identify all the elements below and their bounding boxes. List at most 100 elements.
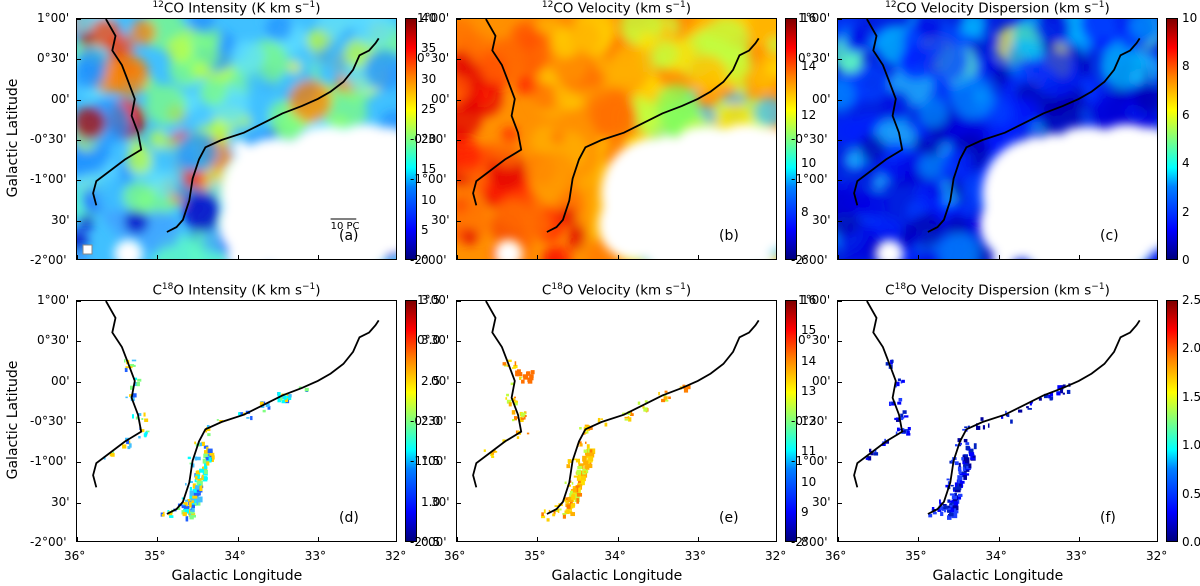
panel-letter-e: (e) bbox=[719, 510, 739, 526]
x-tick-label: 36° bbox=[444, 549, 466, 563]
colorbar-tick-label: 40 bbox=[421, 11, 437, 25]
panel-letter-f: (f) bbox=[1100, 510, 1116, 526]
colorbar-tick-label: 2.0 bbox=[1182, 341, 1200, 356]
x-tick-mark bbox=[237, 255, 239, 259]
x-tick-mark bbox=[157, 537, 159, 541]
y-tick-label: 30' bbox=[812, 212, 831, 227]
colorbar-tick-label: 8 bbox=[801, 204, 809, 219]
y-tick-label: -1°00' bbox=[410, 172, 447, 187]
y-tick-label: -2°00' bbox=[30, 253, 67, 267]
y-tick-label: 00' bbox=[431, 91, 450, 106]
colorbar-tick-label: 20 bbox=[421, 132, 437, 146]
map-panel-e bbox=[456, 300, 777, 542]
x-tick-label: 32° bbox=[385, 549, 407, 563]
emission-map bbox=[457, 19, 776, 259]
colorbar-tick-label: 14 bbox=[801, 59, 817, 74]
colorbar-tick-label: 0 bbox=[421, 253, 429, 267]
y-tick-mark bbox=[457, 462, 461, 464]
colorbar-tick-label: 0 bbox=[1182, 253, 1190, 267]
title-text: CO Velocity (km s bbox=[553, 0, 673, 17]
x-tick-label: 34° bbox=[985, 549, 1007, 563]
unit-exponent: −1 bbox=[672, 0, 686, 10]
y-axis-label: Galactic Latitude bbox=[5, 360, 21, 480]
x-tick-mark bbox=[317, 255, 319, 259]
y-tick-mark bbox=[838, 301, 842, 302]
y-tick-mark bbox=[77, 140, 81, 141]
y-tick-label: -2°00' bbox=[410, 253, 447, 267]
x-tick-label: 34° bbox=[604, 549, 626, 563]
x-tick-mark bbox=[317, 537, 319, 541]
colorbar-a bbox=[405, 18, 417, 260]
y-tick-label: 30' bbox=[812, 494, 831, 509]
isotope-number: 12 bbox=[885, 0, 897, 10]
y-tick-label: 30' bbox=[51, 494, 70, 509]
y-tick-mark bbox=[77, 301, 81, 302]
y-tick-mark bbox=[838, 99, 842, 101]
x-tick-label: 34° bbox=[224, 549, 246, 563]
x-tick-mark bbox=[918, 255, 920, 259]
unit-exponent: −1 bbox=[1091, 0, 1105, 10]
map-image bbox=[853, 301, 1141, 520]
x-tick-mark bbox=[838, 537, 839, 541]
y-tick-label: 1°00' bbox=[798, 11, 831, 25]
y-tick-mark bbox=[838, 59, 842, 61]
panel-letter-c: (c) bbox=[1100, 228, 1119, 244]
y-tick-label: -1°00' bbox=[410, 454, 447, 469]
x-tick-label: 35° bbox=[144, 549, 166, 563]
y-tick-label: -0°30' bbox=[30, 414, 67, 428]
c18o-clumps bbox=[103, 359, 309, 522]
panel-title-c: 12CO Velocity Dispersion (km s−1) bbox=[837, 0, 1158, 17]
x-tick-mark bbox=[77, 537, 78, 541]
y-tick-label: 00' bbox=[51, 91, 70, 106]
x-tick-mark bbox=[77, 255, 78, 259]
y-tick-label: 30' bbox=[431, 494, 450, 509]
colorbar-tick-label: 0.0 bbox=[1182, 535, 1200, 549]
y-tick-label: -1°00' bbox=[30, 454, 67, 469]
x-tick-mark bbox=[537, 255, 539, 259]
x-tick-mark bbox=[838, 255, 839, 259]
title-text: O Intensity (K km s bbox=[173, 282, 302, 299]
y-tick-label: 00' bbox=[812, 91, 831, 106]
x-axis-label: Galactic Longitude bbox=[551, 568, 683, 584]
y-tick-mark bbox=[838, 180, 842, 182]
title-text: O Velocity (km s bbox=[562, 282, 673, 299]
map-image bbox=[77, 19, 396, 259]
y-tick-mark bbox=[457, 381, 461, 383]
colorbar-tick-label: 1.5 bbox=[1182, 389, 1200, 404]
y-tick-label: 0°30' bbox=[37, 333, 70, 348]
y-tick-label: 30' bbox=[51, 212, 70, 227]
filament-ridge-east bbox=[546, 37, 760, 233]
y-tick-mark bbox=[457, 140, 461, 141]
colorbar-e bbox=[785, 300, 797, 542]
map-panel-d bbox=[76, 300, 397, 542]
panel-title-e: C18O Velocity (km s−1) bbox=[456, 282, 777, 299]
y-tick-label: 0°30' bbox=[417, 333, 450, 348]
colorbar-tick-label: 10 bbox=[801, 156, 817, 171]
colorbar-tick-label: 15 bbox=[801, 323, 817, 338]
x-tick-mark bbox=[237, 537, 239, 541]
y-tick-label: 1°00' bbox=[798, 293, 831, 307]
colorbar-tick-label: 8 bbox=[1182, 59, 1190, 74]
map-image bbox=[472, 301, 760, 522]
y-tick-label: 0°30' bbox=[37, 51, 70, 66]
y-tick-mark bbox=[457, 502, 461, 504]
y-tick-mark bbox=[838, 19, 842, 20]
y-tick-label: -2°00' bbox=[791, 253, 828, 267]
filament-ridge-east bbox=[927, 319, 1141, 515]
y-tick-mark bbox=[457, 180, 461, 182]
colorbar-tick-label: 2.5 bbox=[421, 373, 441, 388]
y-tick-mark bbox=[77, 19, 81, 20]
title-close: ) bbox=[1104, 0, 1110, 17]
filament-ridge-east bbox=[927, 37, 1141, 233]
y-tick-mark bbox=[77, 99, 81, 101]
colorbar-tick-label: 2 bbox=[1182, 204, 1190, 219]
y-tick-label: 00' bbox=[51, 373, 70, 388]
y-tick-label: 00' bbox=[431, 373, 450, 388]
y-tick-mark bbox=[77, 180, 81, 182]
filament-ridge-east bbox=[166, 37, 380, 233]
isotope-number: 18 bbox=[551, 282, 563, 292]
y-tick-label: -0°30' bbox=[791, 414, 828, 428]
beam-marker bbox=[82, 244, 93, 255]
y-tick-label: 0°30' bbox=[798, 51, 831, 66]
colorbar-tick-label: 30 bbox=[421, 71, 437, 86]
